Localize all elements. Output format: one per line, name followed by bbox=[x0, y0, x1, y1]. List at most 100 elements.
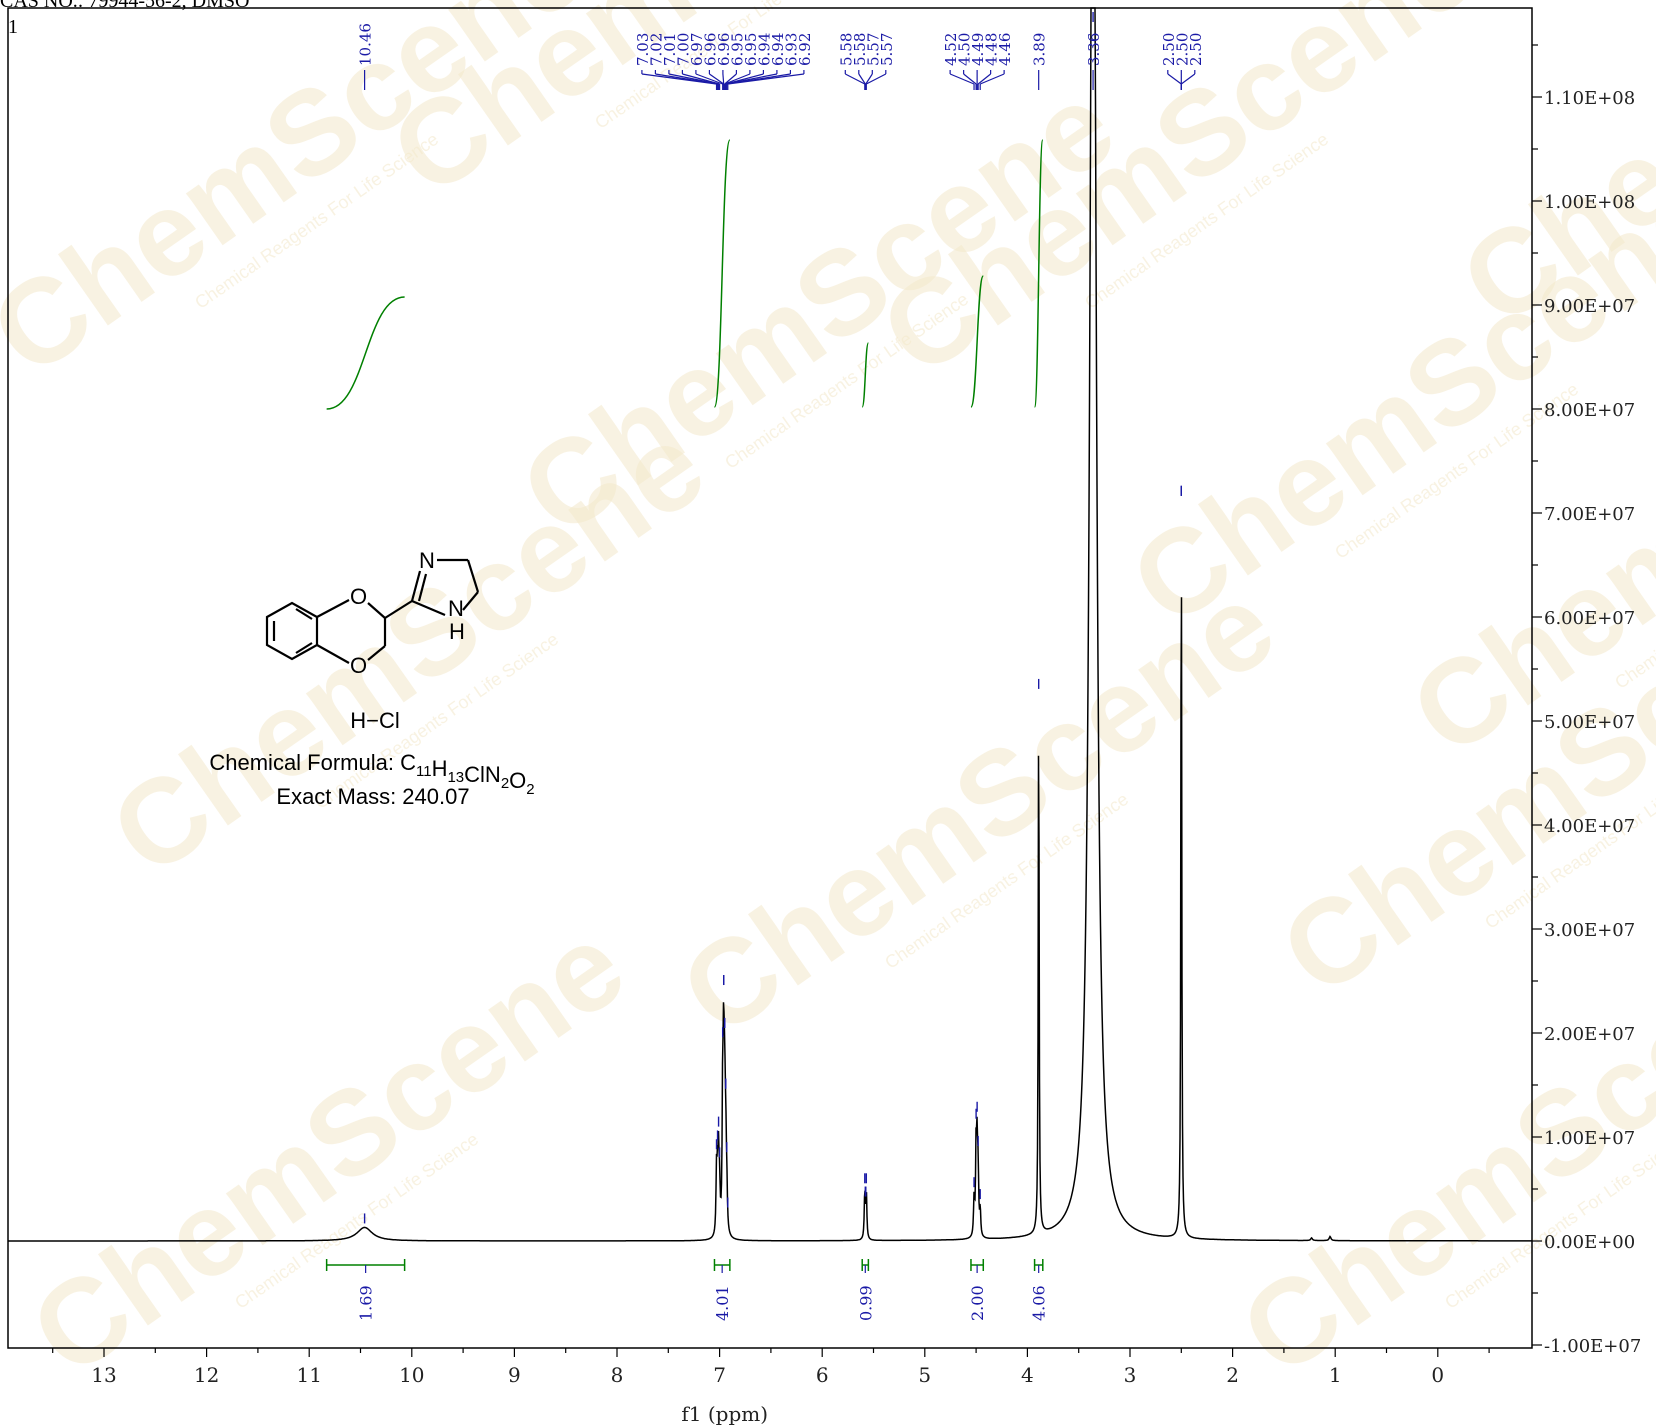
peak-connector bbox=[858, 73, 866, 85]
peak-connector bbox=[865, 73, 873, 85]
x-tick-label: 8 bbox=[611, 1363, 624, 1387]
integral-curve bbox=[861, 342, 870, 408]
peak-label: 3.89 bbox=[1031, 33, 1049, 66]
atom-n2: N bbox=[448, 596, 464, 621]
peak-label: 6.96 bbox=[715, 33, 733, 66]
formula-subscript: 2 bbox=[501, 775, 509, 792]
peak-connector bbox=[949, 73, 975, 85]
peak-connector bbox=[724, 73, 737, 85]
x-tick-label: 1 bbox=[1329, 1363, 1342, 1387]
peak-label: 6.92 bbox=[796, 33, 814, 66]
x-tick-label: 5 bbox=[918, 1363, 931, 1387]
salt-label: H−Cl bbox=[350, 708, 400, 733]
y-tick-label: -1.00E+07 bbox=[1544, 1336, 1641, 1357]
integral-curve bbox=[1033, 139, 1044, 408]
peak-connector bbox=[722, 73, 725, 85]
atom-h: H bbox=[449, 619, 465, 644]
molecule-atoms: O O N N H bbox=[350, 548, 465, 678]
integral-value: 2.00 bbox=[968, 1285, 987, 1321]
x-tick-label: 10 bbox=[399, 1363, 424, 1387]
x-tick-label: 0 bbox=[1431, 1363, 1444, 1387]
peak-connector bbox=[724, 73, 751, 85]
formula-subscript: 11 bbox=[416, 763, 432, 780]
peak-label: 4.48 bbox=[983, 33, 1001, 66]
x-tick-label: 2 bbox=[1226, 1363, 1239, 1387]
peak-label: 7.02 bbox=[647, 33, 665, 66]
exact-mass: Exact Mass: 240.07 bbox=[276, 784, 469, 809]
peak-connector bbox=[963, 73, 977, 85]
peak-connector bbox=[668, 73, 719, 85]
y-tick-label: 1.00E+07 bbox=[1544, 1128, 1635, 1149]
x-tick-label: 6 bbox=[816, 1363, 829, 1387]
y-tick-label: 6.00E+07 bbox=[1544, 608, 1635, 629]
y-tick-label: 2.00E+07 bbox=[1544, 1024, 1635, 1045]
x-tick-label: 11 bbox=[296, 1363, 321, 1387]
y-tick-label: 8.00E+07 bbox=[1544, 400, 1635, 421]
peak-label: 6.95 bbox=[728, 33, 746, 66]
peak-label: 2.50 bbox=[1173, 33, 1191, 66]
peak-connector bbox=[709, 73, 725, 85]
y-tick-label: 5.00E+07 bbox=[1544, 712, 1635, 733]
plot-frame bbox=[7, 7, 1533, 1349]
y-tick-label: 7.00E+07 bbox=[1544, 504, 1635, 525]
header-title: CAS NO.: 79944-56-2, DMSO bbox=[0, 0, 250, 12]
integral-value: 1.69 bbox=[357, 1285, 376, 1321]
integral-value: 4.01 bbox=[713, 1285, 732, 1321]
y-tick-label: 1.00E+08 bbox=[1544, 192, 1635, 213]
atom-o2: O bbox=[350, 653, 367, 678]
atom-n1: N bbox=[419, 548, 435, 573]
peak-connector bbox=[727, 73, 804, 85]
peak-label: 7.01 bbox=[661, 33, 679, 66]
peak-label: 4.52 bbox=[942, 33, 960, 66]
peak-label: 6.96 bbox=[701, 33, 719, 66]
integral-value: 4.06 bbox=[1030, 1285, 1049, 1321]
formula-subscript: 13 bbox=[447, 769, 464, 786]
peak-connector bbox=[866, 73, 887, 85]
integral-curve bbox=[326, 296, 405, 410]
peak-label: 5.58 bbox=[837, 33, 855, 66]
formula-element: ClN bbox=[464, 762, 501, 787]
integral-value: 0.99 bbox=[856, 1285, 875, 1321]
peak-label: 6.94 bbox=[769, 33, 787, 66]
peak-connector bbox=[979, 73, 1005, 85]
peak-label: 4.49 bbox=[969, 33, 987, 66]
integral-curve bbox=[970, 275, 985, 408]
x-tick-label: 12 bbox=[194, 1363, 219, 1387]
formula-prefix: Chemical Formula: bbox=[209, 750, 400, 775]
x-tick-label: 7 bbox=[713, 1363, 726, 1387]
peak-label: 5.57 bbox=[864, 33, 882, 66]
peak-label: 6.93 bbox=[782, 33, 800, 66]
peak-label: 10.46 bbox=[357, 23, 375, 66]
peak-connector bbox=[695, 73, 723, 85]
atom-o1: O bbox=[350, 584, 367, 609]
peak-label: 6.95 bbox=[742, 33, 760, 66]
y-tick-label: 3.00E+07 bbox=[1544, 920, 1635, 941]
formula-element: O bbox=[509, 768, 526, 793]
y-tick-label: 9.00E+07 bbox=[1544, 296, 1635, 317]
y-tick-label: 1.10E+08 bbox=[1544, 88, 1635, 109]
y-tick-label: 4.00E+07 bbox=[1544, 816, 1635, 837]
x-tick-label: 9 bbox=[508, 1363, 521, 1387]
formula-subscript: 2 bbox=[526, 781, 534, 798]
peak-connector bbox=[1167, 73, 1182, 85]
x-tick-label: 13 bbox=[91, 1363, 116, 1387]
peak-label: 7.00 bbox=[674, 33, 692, 66]
x-axis-label: f1 (ppm) bbox=[681, 1402, 768, 1426]
peak-connector bbox=[655, 73, 718, 85]
peak-connector bbox=[845, 73, 866, 85]
peak-connector bbox=[977, 73, 992, 85]
chemical-formula: Chemical Formula: C11H13ClN2O2 bbox=[209, 750, 534, 798]
x-tick-label: 4 bbox=[1021, 1363, 1034, 1387]
peak-label: 6.94 bbox=[755, 33, 773, 66]
peak-label: 2.50 bbox=[1187, 33, 1205, 66]
integral-curve bbox=[713, 139, 731, 408]
peak-label: 4.50 bbox=[956, 33, 974, 66]
peak-label: 3.36 bbox=[1085, 33, 1103, 66]
peak-connector bbox=[682, 73, 720, 85]
formula-element: C bbox=[400, 750, 416, 775]
peak-label: 5.58 bbox=[851, 33, 869, 66]
